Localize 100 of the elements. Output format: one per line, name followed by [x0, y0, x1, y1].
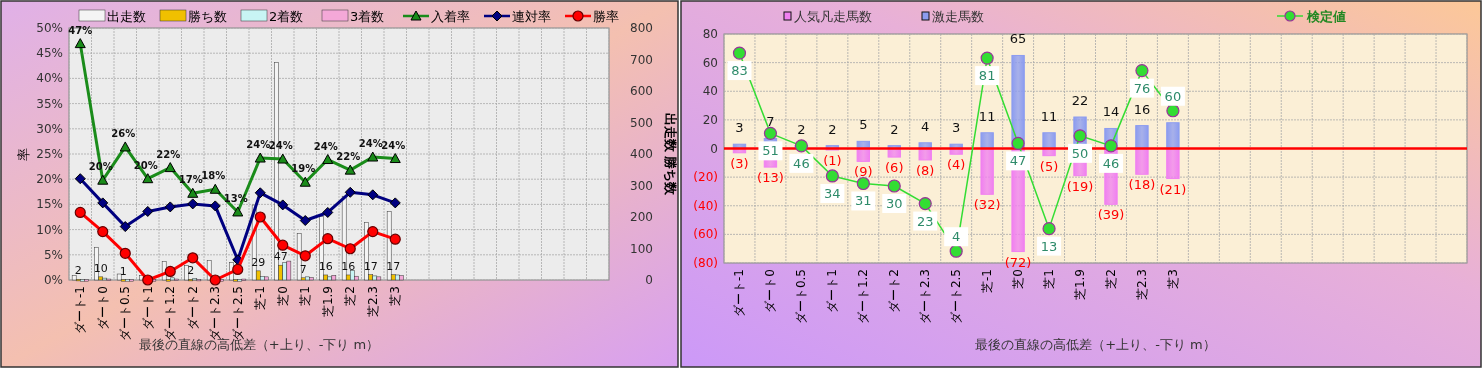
data-label: 60 [1164, 88, 1182, 104]
data-label: 47 [1009, 153, 1027, 169]
data-label: (6) [885, 160, 904, 176]
y-tick-label: 40% [36, 71, 63, 86]
y-tick-label: 10% [36, 222, 63, 237]
x-tick-label: 芝1.9 [320, 286, 335, 318]
data-label: 17 [363, 259, 378, 273]
y-tick-label: (80) [693, 256, 718, 270]
x-tick-label: ダート0 [763, 269, 778, 313]
y-tick-label: 25% [36, 147, 63, 161]
data-label: 16 [341, 259, 356, 273]
x-tick-label: 芝3 [388, 286, 403, 306]
y-tick-label: (60) [693, 227, 718, 242]
data-label: 2 [828, 121, 837, 137]
data-label: 29 [251, 255, 266, 269]
data-label: (4) [946, 157, 966, 173]
data-label: 65 [1009, 31, 1027, 47]
x-tick-label: 芝1 [1042, 269, 1057, 289]
legend-label: 連対率 [512, 9, 551, 24]
x-tick-label: 芝1.9 [1073, 269, 1088, 301]
x-tick-label: 芝-1 [980, 269, 995, 293]
y-tick-label: 0 [710, 141, 718, 156]
x-tick-label: ダート0.5 [118, 286, 133, 342]
data-label: 11 [1040, 108, 1058, 124]
y-tick-label: (20) [693, 170, 718, 185]
data-label: 1 [119, 264, 127, 278]
data-label: (39) [1097, 207, 1125, 223]
y-tick-label: 15% [36, 197, 63, 212]
data-label: 46 [793, 155, 810, 171]
y-axis-title: 率 [16, 147, 31, 161]
y-tick-label: 20 [702, 112, 718, 127]
data-label: 7 [766, 114, 775, 130]
y-tick-label: 5% [43, 247, 63, 262]
x-tick-label: ダート2 [185, 286, 200, 330]
data-label: 4 [921, 118, 930, 134]
data-label: 24% [358, 138, 383, 150]
y2-tick-label: 600 [630, 84, 653, 98]
y-tick-label: (40) [693, 198, 718, 213]
data-label: 22% [336, 151, 361, 163]
data-label: 51 [762, 143, 779, 159]
data-label: (1) [823, 152, 842, 168]
y-tick-label: 40 [702, 84, 718, 99]
legend-label: 出走数 [107, 9, 146, 24]
legend-label: 3着数 [350, 9, 385, 24]
data-label: 2 [890, 121, 899, 137]
x-tick-label: ダート2 [887, 269, 902, 313]
x-tick-label: 芝2.3 [1134, 269, 1149, 301]
legend-label: 激走馬数 [932, 9, 984, 24]
x-tick-label: 芝2 [1103, 269, 1118, 289]
y-tick-label: 0% [43, 273, 63, 287]
y-tick-label: 20% [36, 172, 63, 187]
x-tick-label: 芝3 [1165, 269, 1180, 289]
data-label: 19% [291, 163, 316, 175]
data-label: (72) [1004, 254, 1032, 270]
data-label: 13 [1040, 238, 1058, 254]
data-label: 31 [855, 193, 872, 209]
legend-label: 検定値 [1306, 9, 1346, 24]
data-label: 76 [1133, 80, 1151, 96]
data-label: 50 [1071, 145, 1089, 161]
x-tick-label: ダート2.3 [918, 269, 933, 325]
data-label: 24% [268, 140, 293, 152]
data-label: (3) [730, 155, 749, 171]
y2-axis-title: 出走数 勝ち数 [663, 112, 678, 197]
y2-tick-label: 800 [630, 21, 653, 35]
data-label: 30 [886, 196, 903, 211]
data-label: 2 [74, 264, 82, 278]
data-label: (5) [1039, 158, 1059, 174]
y2-tick-label: 700 [630, 52, 653, 67]
data-label: 5 [859, 117, 868, 133]
y2-tick-label: 200 [630, 210, 653, 224]
legend-label: 勝率 [593, 9, 619, 24]
data-label: 3 [952, 120, 961, 136]
data-label: 17 [386, 259, 401, 273]
y-tick-label: 50% [36, 21, 63, 35]
x-tick-label: ダート-1 [73, 286, 88, 334]
legend-label: 2着数 [269, 9, 304, 24]
y-tick-label: 60 [702, 55, 718, 70]
data-label: 26% [111, 127, 136, 139]
data-label: (13) [757, 170, 784, 186]
x-tick-label: ダート2.5 [949, 269, 964, 325]
x-tick-label: ダート0.5 [794, 269, 809, 325]
data-label: 22 [1071, 93, 1089, 109]
x-tick-label: 芝2 [343, 286, 358, 306]
y-tick-label: 80 [702, 27, 718, 41]
y-tick-label: 45% [36, 46, 63, 61]
data-label: 4 [952, 229, 961, 245]
x-tick-label: 芝0 [275, 286, 290, 306]
data-label: (21) [1159, 181, 1187, 197]
data-label: (18) [1128, 177, 1156, 193]
x-tick-label: ダート-1 [732, 269, 747, 317]
data-label: 10 [93, 261, 108, 275]
data-label: 7 [299, 262, 307, 276]
legend-label: 人気凡走馬数 [794, 9, 872, 24]
y-tick-label: 30% [36, 121, 63, 136]
data-label: 16 [1133, 101, 1151, 117]
x-tick-label: 芝-1 [253, 286, 268, 310]
data-label: 23 [916, 213, 934, 229]
data-label: 3 [735, 120, 744, 136]
data-label: 83 [731, 63, 748, 79]
data-label: (8) [916, 162, 935, 178]
